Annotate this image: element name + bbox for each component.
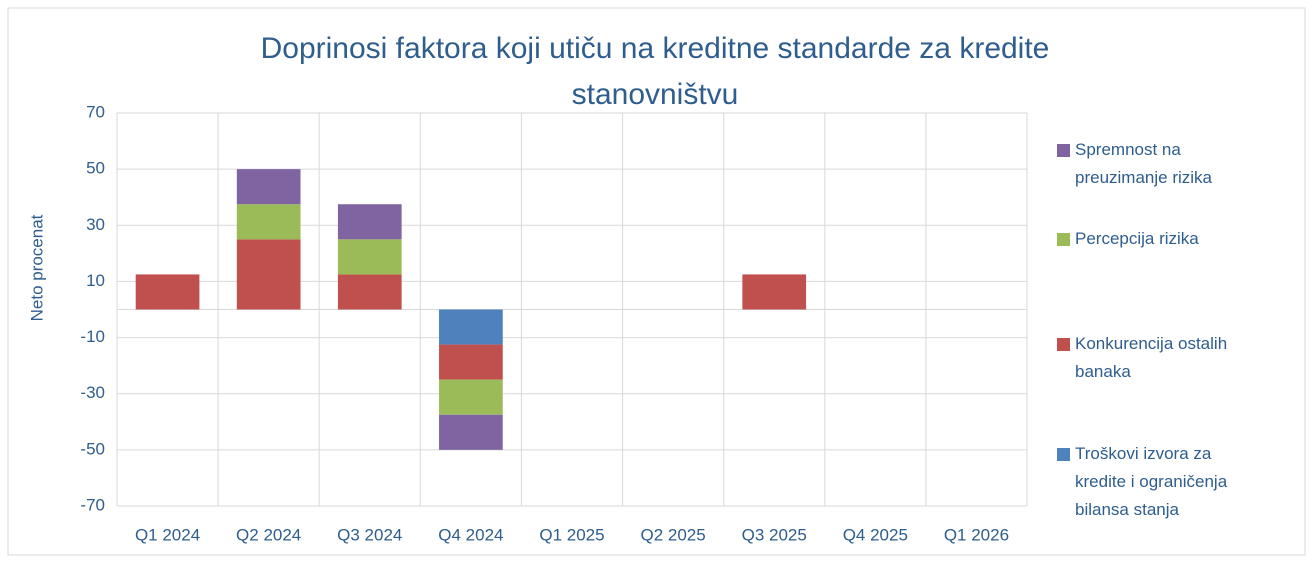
x-tick-label: Q4 2025: [843, 525, 908, 544]
legend-label: Konkurencija ostalih banaka: [1075, 334, 1228, 381]
bar-segment: [439, 309, 503, 345]
bar-segment: [337, 274, 402, 310]
x-tick-label: Q1 2024: [135, 525, 200, 544]
bar-segment: [337, 239, 402, 275]
legend-item: Spremnost na preuzimanje rizika: [1057, 136, 1267, 192]
legend-swatch: [1057, 233, 1070, 246]
x-tick-label: Q2 2025: [640, 525, 705, 544]
y-tick-label: -30: [80, 383, 105, 402]
bar-segment: [439, 344, 503, 380]
y-tick-label: -50: [80, 439, 105, 458]
bar-segment: [337, 204, 402, 240]
x-tick-label: Q3 2024: [337, 525, 402, 544]
x-tick-label: Q2 2024: [236, 525, 301, 544]
y-tick-label: 30: [86, 215, 105, 234]
legend-swatch: [1057, 144, 1070, 157]
bar-segment: [236, 204, 301, 240]
legend-label: Spremnost na preuzimanje rizika: [1075, 140, 1212, 187]
x-tick-label: Q4 2024: [438, 525, 503, 544]
y-tick-label: 70: [86, 102, 105, 121]
legend-swatch: [1057, 448, 1070, 461]
legend-label: Percepcija rizika: [1075, 229, 1199, 248]
y-tick-label: -10: [80, 327, 105, 346]
x-tick-label: Q3 2025: [742, 525, 807, 544]
legend-label: Troškovi izvora za kredite i ograničenja…: [1075, 444, 1228, 519]
bar-segment: [742, 274, 807, 310]
bar-segment: [439, 414, 503, 450]
bar-segment: [135, 274, 200, 310]
bar-segment: [236, 169, 301, 205]
bar-segment: [236, 239, 301, 310]
bar-segment: [439, 379, 503, 415]
chart-title: Doprinosi faktora koji utiču na kreditne…: [260, 32, 1050, 111]
y-tick-label: 50: [86, 159, 105, 178]
y-tick-label: -70: [80, 495, 105, 514]
x-tick-label: Q1 2026: [944, 525, 1009, 544]
legend-item: Percepcija rizika: [1057, 225, 1267, 253]
legend-swatch: [1057, 338, 1070, 351]
x-tick-label: Q1 2025: [539, 525, 604, 544]
chart-border: [7, 7, 1306, 556]
y-axis-label: Neto procenat: [27, 214, 46, 321]
legend-item: Konkurencija ostalih banaka: [1057, 330, 1267, 386]
y-tick-label: 10: [86, 271, 105, 290]
legend-item: Troškovi izvora za kredite i ograničenja…: [1057, 440, 1267, 524]
